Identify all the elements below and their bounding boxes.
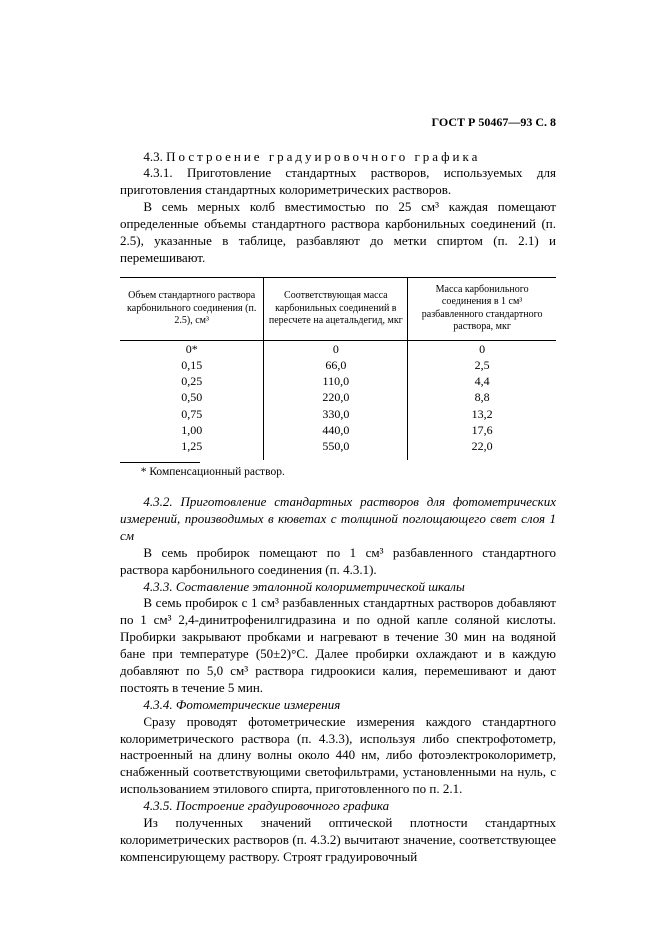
p-431-2: В семь мерных колб вместимостью по 25 см… — [120, 199, 556, 267]
standards-table: Объем стандартного раствора карбонильног… — [120, 277, 556, 460]
th-col3: Масса карбонильного соединения в 1 см³ р… — [408, 277, 556, 340]
cell: 8,8 — [408, 389, 556, 405]
table-row: 0,25110,04,4 — [120, 373, 556, 389]
p-435: Из полученных значений оптической плотно… — [120, 815, 556, 866]
th-col2: Соответствующая масса карбонильных соеди… — [264, 277, 408, 340]
cell: 1,00 — [120, 422, 264, 438]
sec-title: Построение градуировочного графика — [166, 149, 480, 164]
table-row: 0,50220,08,8 — [120, 389, 556, 405]
section-4-3-2-title: 4.3.2. Приготовление стандартных раствор… — [120, 494, 556, 545]
cell: 17,6 — [408, 422, 556, 438]
cell: 0,75 — [120, 406, 264, 422]
table-row: 0,75330,013,2 — [120, 406, 556, 422]
cell: 0 — [264, 340, 408, 357]
p-431: 4.3.1. Приготовление стандартных раствор… — [120, 165, 556, 199]
cell: 440,0 — [264, 422, 408, 438]
table-row: 1,25550,022,0 — [120, 438, 556, 460]
table-row: 1,00440,017,6 — [120, 422, 556, 438]
table-footnote: * Компенсационный раствор. — [141, 465, 556, 480]
cell: 220,0 — [264, 389, 408, 405]
sec-num: 4.3. — [143, 149, 163, 164]
cell: 0,25 — [120, 373, 264, 389]
p-432: В семь пробирок помещают по 1 см³ разбав… — [120, 545, 556, 579]
section-4-3-3-title: 4.3.3. Составление эталонной колориметри… — [120, 579, 556, 596]
section-4-3-title: 4.3. Построение градуировочного графика — [120, 149, 556, 166]
p-433: В семь пробирок с 1 см³ разбавленных ста… — [120, 595, 556, 696]
cell: 4,4 — [408, 373, 556, 389]
page-header: ГОСТ Р 50467—93 С. 8 — [120, 115, 556, 131]
th-col1: Объем стандартного раствора карбонильног… — [120, 277, 264, 340]
footnote-rule — [120, 462, 200, 463]
section-4-3-5-title: 4.3.5. Построение градуировочного график… — [120, 798, 556, 815]
cell: 22,0 — [408, 438, 556, 460]
cell: 0* — [120, 340, 264, 357]
cell: 550,0 — [264, 438, 408, 460]
cell: 110,0 — [264, 373, 408, 389]
cell: 330,0 — [264, 406, 408, 422]
cell: 0,15 — [120, 357, 264, 373]
cell: 0 — [408, 340, 556, 357]
table-row: 0,1566,02,5 — [120, 357, 556, 373]
cell: 2,5 — [408, 357, 556, 373]
section-4-3-4-title: 4.3.4. Фотометрические измерения — [120, 697, 556, 714]
cell: 1,25 — [120, 438, 264, 460]
p-434: Сразу проводят фотометрические измерения… — [120, 714, 556, 798]
cell: 13,2 — [408, 406, 556, 422]
cell: 0,50 — [120, 389, 264, 405]
table-header-row: Объем стандартного раствора карбонильног… — [120, 277, 556, 340]
table-row: 0*00 — [120, 340, 556, 357]
cell: 66,0 — [264, 357, 408, 373]
